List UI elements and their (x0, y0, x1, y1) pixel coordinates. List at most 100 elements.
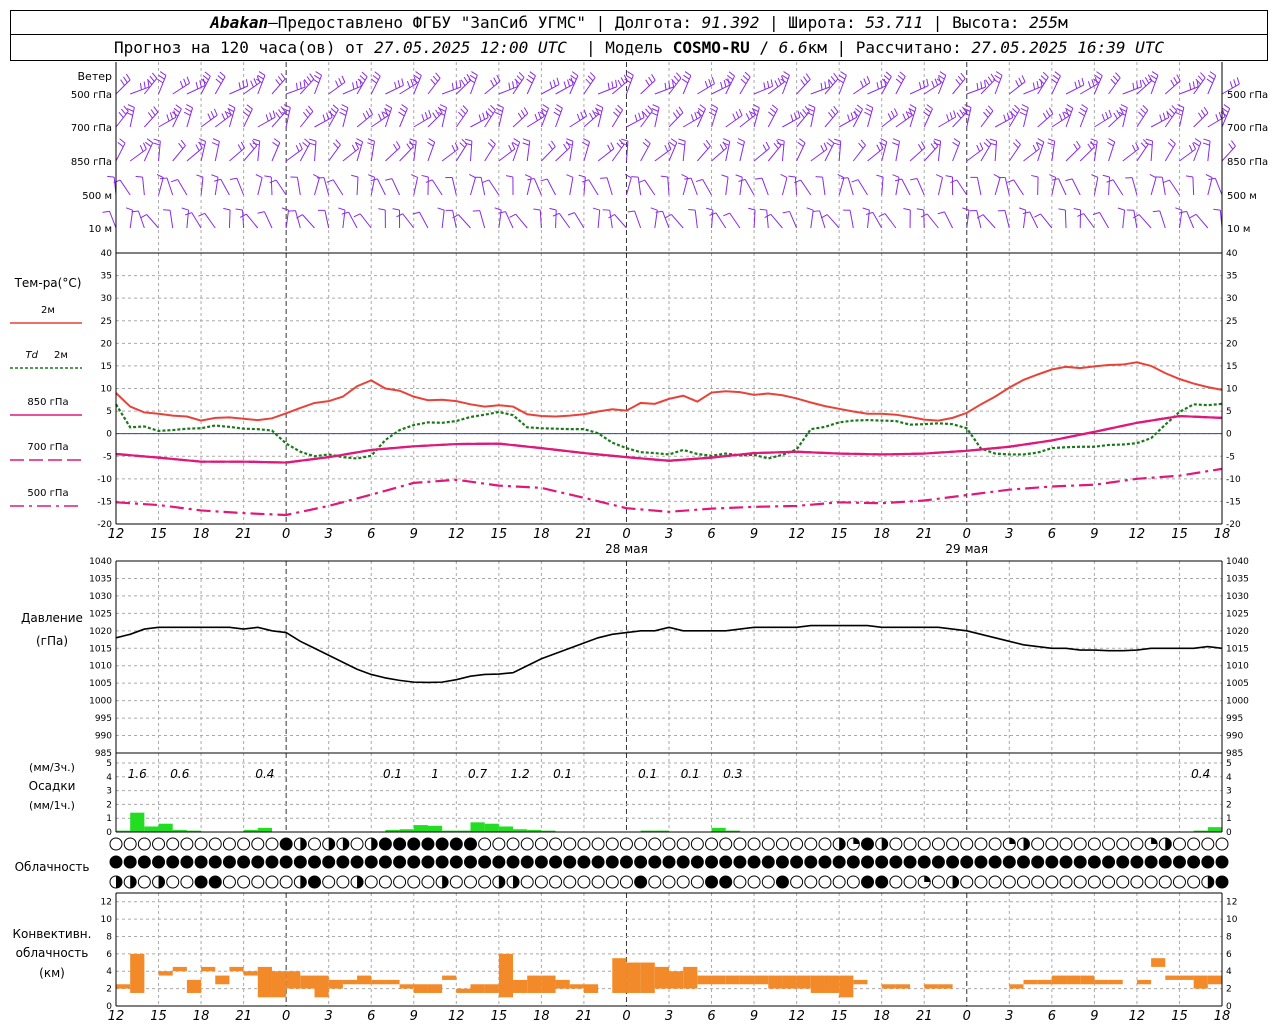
wind-barb-flag (458, 111, 464, 118)
wind-barb-flag (549, 81, 553, 89)
cloud-mark (1201, 855, 1215, 869)
wind-barb-flag (916, 208, 924, 211)
wind-barb-flag (664, 144, 669, 152)
wind-barb-flag (1208, 74, 1215, 80)
wind-barb-flag (478, 114, 482, 122)
wind-barb-flag (548, 143, 553, 150)
conv-bar (669, 971, 684, 989)
cloud-mark (832, 875, 846, 889)
cloud-mark (889, 855, 903, 869)
x-tick-label-conv: 0 (963, 1009, 971, 1024)
wind-barb-flag (879, 141, 886, 146)
wind-barb-flag (771, 104, 778, 110)
wind-barb-flag (432, 112, 437, 119)
wind-barb (115, 142, 126, 162)
x-tick-label-temp: 15 (150, 527, 167, 542)
cloud-mark (775, 837, 789, 851)
wind-barb-flag (1051, 78, 1058, 84)
wind-barb-flag (1175, 111, 1183, 116)
cloud-mark-fill (158, 876, 165, 888)
wind-barb (789, 211, 798, 229)
wind-barb (1108, 176, 1111, 196)
wind-barb-flag (304, 138, 311, 144)
wind-barb-flag (1205, 174, 1213, 178)
wind-barb-flag (210, 110, 215, 118)
convective-cloud-layer (116, 953, 1222, 998)
precip-tick-right: 5 (1226, 759, 1232, 769)
x-tick-label-temp: 0 (282, 527, 290, 542)
wind-barb-flag (1169, 108, 1175, 115)
wind-barb-flag (765, 141, 770, 149)
wind-barb-flag (763, 82, 766, 90)
conv-bar (782, 975, 797, 989)
wind-barb (257, 141, 261, 162)
x-tick-label-temp: 6 (367, 527, 375, 542)
wind-barb (976, 210, 982, 229)
wind-barb-flag (993, 78, 1000, 84)
cloud-mark (1116, 837, 1130, 851)
wind-barb (359, 213, 372, 229)
wind-barb-flag (435, 109, 440, 117)
wind-barb (458, 214, 471, 229)
wind-barb-flag (512, 81, 515, 89)
wind-barb-flag (199, 80, 202, 88)
wind-barb (654, 86, 674, 95)
wind-level-label-left: 850 гПа (71, 157, 112, 168)
wind-barb-flag (876, 144, 881, 152)
wind-barb-flag (554, 107, 562, 113)
wind-barb-flag (173, 107, 180, 113)
wind-barb-flag (1047, 142, 1055, 146)
cloud-mark (1031, 837, 1045, 851)
wind-barb-flag (542, 104, 549, 109)
wind-barb-flag (357, 78, 364, 85)
wind-barb (1133, 210, 1138, 229)
wind-barb-flag (1139, 79, 1142, 87)
wind-barb-flag (1063, 111, 1071, 117)
wind-barb-flag (280, 106, 286, 113)
wind-barb-flag (1006, 112, 1010, 120)
cloud-mark (662, 875, 676, 889)
wind-barb (952, 112, 967, 128)
wind-barb-flag (553, 111, 560, 117)
conv-bar (768, 975, 783, 989)
wind-barb-flag (1140, 108, 1146, 114)
wind-barb-flag (1233, 79, 1237, 87)
precip-bar (144, 826, 159, 832)
cloud-mark (364, 875, 378, 889)
wind-barb-flag (926, 104, 933, 110)
wind-barb-flag (126, 108, 134, 112)
wind-barb-flag (979, 142, 984, 150)
wind-barb (739, 141, 745, 162)
wind-barb (1179, 86, 1199, 95)
wind-barb-flag (487, 108, 494, 114)
wind-barb-flag (146, 78, 153, 85)
model-name: COSMO-RU (672, 38, 750, 57)
wind-barb-flag (1073, 207, 1081, 211)
wind-barb-flag (541, 109, 545, 117)
temp-tick-right: 25 (1226, 317, 1237, 327)
wind-barb (314, 117, 333, 128)
cloud-mark (478, 837, 492, 851)
wind-barb-flag (392, 208, 400, 211)
wind-barb-flag (505, 175, 513, 178)
wind-barb (452, 210, 457, 229)
pressure-tick-right: 1015 (1226, 644, 1249, 654)
wind-barb-flag (694, 112, 698, 120)
temp-tick-right: 20 (1226, 339, 1238, 349)
wind-barb-flag (244, 107, 251, 114)
wind-barb-flag (1042, 71, 1049, 78)
wind-barb-flag (421, 114, 425, 122)
conv-bar (158, 971, 173, 976)
calc-label: Рассчитано: (855, 38, 962, 57)
wind-barb-flag (611, 81, 614, 89)
wind-barb (852, 109, 863, 128)
wind-barb (569, 75, 579, 95)
model-resolution: 6.6 (778, 38, 808, 57)
wind-barb-flag (398, 111, 405, 117)
wind-barb-flag (393, 143, 398, 151)
conv-bar (470, 984, 485, 993)
wind-barb-flag (600, 177, 608, 179)
wind-barb (285, 107, 291, 128)
wind-barb-flag (508, 144, 513, 152)
wind-barb-flag (594, 111, 602, 116)
